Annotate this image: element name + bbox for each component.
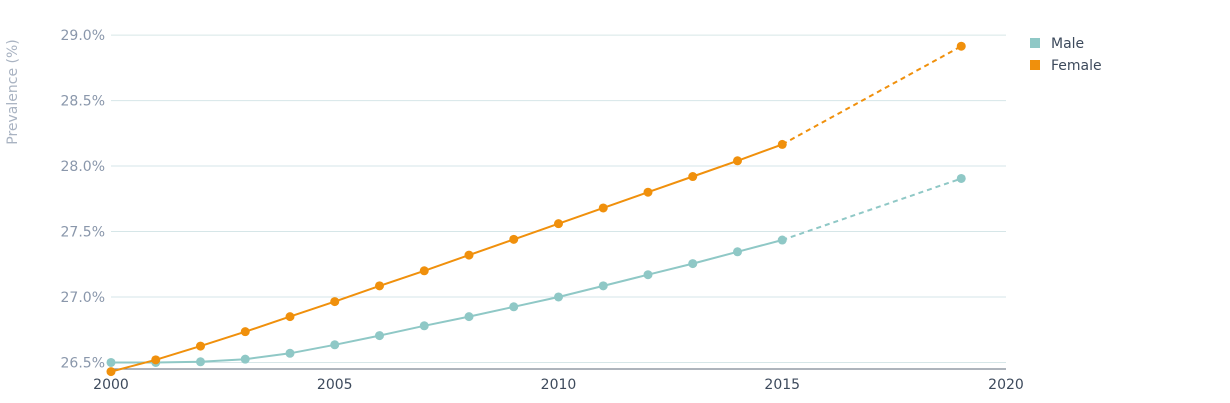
data-point[interactable]: [464, 250, 474, 260]
series-projection-female: [781, 45, 962, 146]
x-tick-label: 2010: [541, 377, 577, 393]
data-point[interactable]: [196, 357, 205, 367]
x-tick-label: 2005: [317, 377, 353, 393]
legend[interactable]: Male Female: [1030, 36, 1102, 74]
data-point[interactable]: [106, 357, 116, 367]
data-point[interactable]: [956, 173, 966, 183]
legend-label: Male: [1051, 36, 1084, 52]
data-point[interactable]: [598, 203, 608, 213]
series-male: [106, 173, 966, 367]
x-tick-label: 2015: [764, 377, 800, 393]
data-point[interactable]: [240, 327, 250, 337]
y-tick-label: 27.5%: [61, 225, 105, 241]
data-point[interactable]: [375, 331, 384, 341]
legend-label: Female: [1051, 58, 1102, 74]
x-tick-label: 2000: [93, 377, 129, 393]
data-point[interactable]: [688, 259, 698, 269]
data-point[interactable]: [956, 41, 966, 51]
legend-item-female[interactable]: Female: [1030, 58, 1102, 74]
gridlines: [111, 34, 1006, 363]
y-axis-title: Prevalence (%): [5, 39, 21, 145]
data-point[interactable]: [643, 270, 653, 280]
axes: 26.5% 27.0% 27.5% 28.0% 28.5% 29.0% 2000 2005 20…: [61, 28, 1024, 393]
data-point[interactable]: [643, 187, 653, 197]
data-point[interactable]: [598, 281, 608, 291]
data-point[interactable]: [285, 312, 295, 322]
data-point[interactable]: [419, 266, 429, 276]
data-point[interactable]: [330, 297, 340, 307]
data-point[interactable]: [151, 355, 161, 365]
legend-swatch: [1030, 60, 1040, 70]
data-point[interactable]: [777, 139, 787, 149]
series-line-male: [111, 239, 783, 364]
data-point[interactable]: [733, 156, 742, 166]
data-point[interactable]: [330, 340, 340, 350]
legend-swatch: [1030, 38, 1040, 48]
data-point[interactable]: [509, 234, 519, 244]
data-point[interactable]: [285, 348, 295, 358]
data-point[interactable]: [375, 281, 384, 291]
data-point[interactable]: [777, 235, 787, 245]
y-tick-label: 27.0%: [61, 290, 105, 306]
series-layer: [106, 41, 966, 377]
series-female: [106, 41, 966, 377]
x-tick-label: 2020: [988, 377, 1024, 393]
data-point[interactable]: [419, 321, 429, 331]
y-tick-label: 28.0%: [61, 159, 105, 175]
series-projection-male: [781, 177, 962, 241]
data-point[interactable]: [509, 302, 519, 312]
y-tick-label: 29.0%: [61, 28, 105, 44]
legend-item-male[interactable]: Male: [1030, 36, 1084, 52]
data-point[interactable]: [733, 247, 742, 257]
data-point[interactable]: [464, 312, 474, 322]
y-tick-label: 28.5%: [61, 94, 105, 110]
data-point[interactable]: [554, 292, 563, 302]
data-point[interactable]: [196, 341, 205, 351]
data-point[interactable]: [240, 354, 250, 364]
data-point[interactable]: [688, 172, 698, 182]
data-point[interactable]: [554, 219, 563, 229]
series-line-female: [110, 143, 783, 373]
y-tick-label: 26.5%: [61, 355, 105, 371]
data-point[interactable]: [106, 367, 116, 377]
